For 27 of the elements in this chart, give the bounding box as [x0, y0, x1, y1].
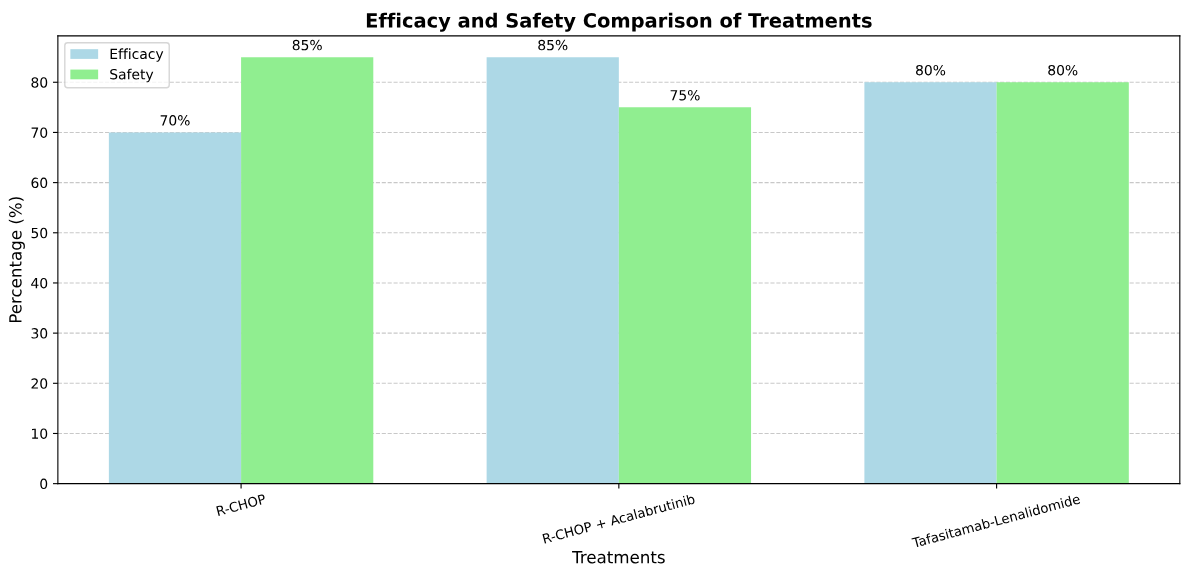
bar [241, 57, 374, 484]
y-tick-label: 60 [31, 177, 48, 189]
legend-label: Efficacy [110, 48, 164, 62]
legend-label: Safety [110, 68, 154, 83]
data-label: 70% [160, 115, 190, 126]
bar [996, 82, 1129, 484]
y-tick-label: 40 [31, 277, 48, 289]
y-tick-label: 20 [31, 378, 48, 389]
data-label: 80% [1048, 64, 1078, 76]
bar [486, 57, 619, 484]
chart-title: Efficacy and Safety Comparison of Treatments [366, 12, 872, 32]
y-tick-label: 10 [32, 428, 48, 439]
bar [864, 82, 997, 484]
data-label: 80% [916, 64, 946, 76]
data-label: 85% [538, 39, 568, 51]
data-label: 75% [670, 89, 700, 101]
data-label: 85% [292, 39, 322, 51]
y-tick-label: 0 [40, 478, 48, 490]
y-axis-title: Percentage (%) [8, 197, 25, 323]
y-tick-label: 80 [31, 77, 48, 88]
x-axis-title: Treatments [572, 551, 665, 564]
y-tick-label: 70 [31, 127, 48, 138]
y-tick-label: 50 [31, 227, 48, 239]
bar [618, 107, 752, 484]
bar [108, 132, 242, 484]
y-tick-label: 30 [31, 328, 48, 339]
x-tick-label: R-CHOP [216, 493, 267, 517]
